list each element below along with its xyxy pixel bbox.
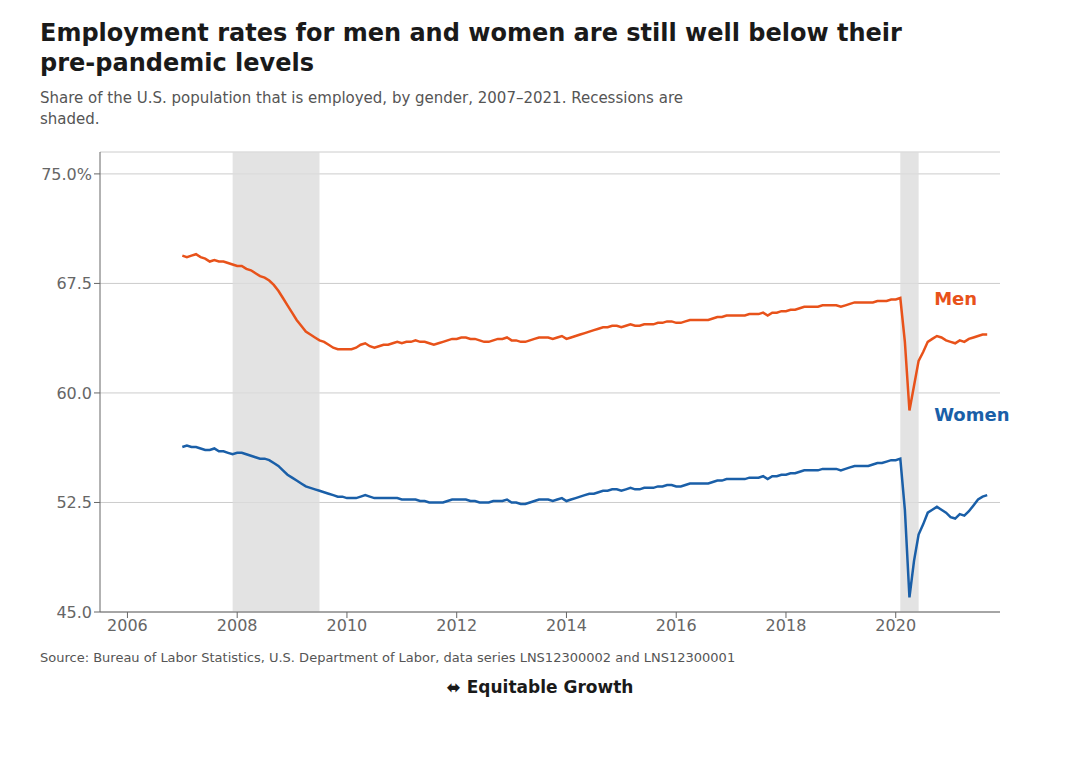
svg-text:2006: 2006	[107, 616, 148, 635]
html-text:Employment rates for men and w: Employment rates for men and women are s…	[40, 19, 902, 77]
svg-text:60.0: 60.0	[56, 384, 92, 403]
svg-text:2020: 2020	[875, 616, 916, 635]
html-text:⬌ Equitable Growth: ⬌ Equitable Growth	[446, 677, 634, 697]
svg-text:45.0: 45.0	[56, 603, 92, 622]
svg-text:67.5: 67.5	[56, 274, 92, 293]
svg-text:2014: 2014	[546, 616, 587, 635]
svg-text:2012: 2012	[436, 616, 477, 635]
svg-text:Men: Men	[934, 288, 977, 309]
svg-text:2010: 2010	[327, 616, 368, 635]
svg-text:2008: 2008	[217, 616, 258, 635]
svg-text:2018: 2018	[766, 616, 807, 635]
svg-text:75.0%: 75.0%	[41, 165, 92, 184]
html-text:Share of the U.S. population t: Share of the U.S. population that is emp…	[40, 89, 683, 128]
svg-text:2016: 2016	[656, 616, 697, 635]
html-text:Source: Bureau of Labor Statis: Source: Bureau of Labor Statistics, U.S.…	[40, 650, 736, 665]
svg-text:Women: Women	[934, 404, 1009, 425]
svg-text:52.5: 52.5	[56, 493, 92, 512]
